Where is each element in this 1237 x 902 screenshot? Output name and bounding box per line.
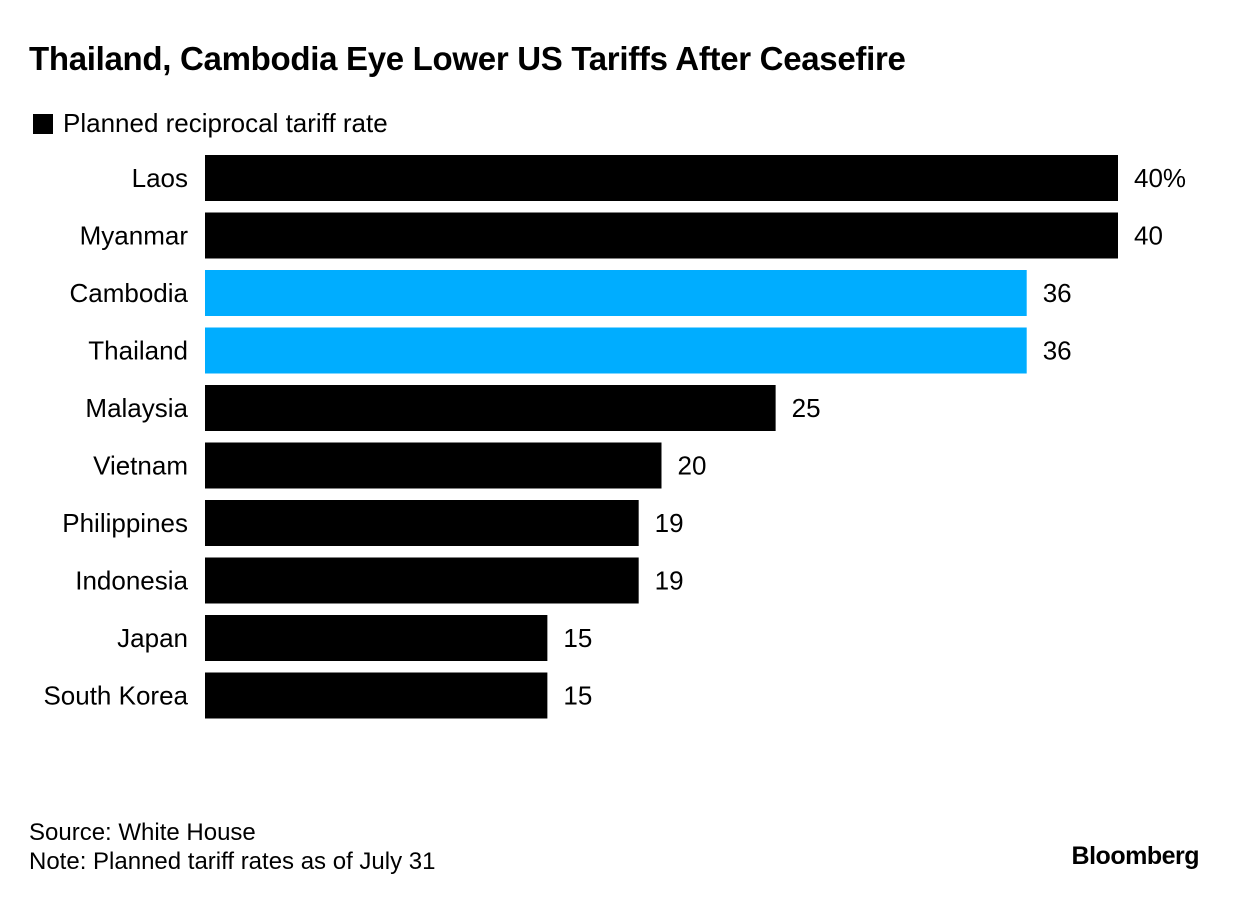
category-label: South Korea: [43, 681, 188, 711]
category-label: Vietnam: [93, 451, 188, 481]
value-label: 40: [1134, 221, 1163, 251]
value-label: 15: [563, 681, 592, 711]
value-label: 20: [678, 451, 707, 481]
bar-indonesia: [205, 557, 639, 604]
legend-swatch: [33, 113, 53, 134]
footnote: Note: Planned tariff rates as of July 31: [29, 848, 436, 875]
category-label: Cambodia: [69, 278, 188, 308]
bar-cambodia: [205, 270, 1027, 316]
bar-thailand: [205, 327, 1027, 374]
value-label: 36: [1043, 278, 1072, 308]
value-label: 36: [1043, 336, 1072, 366]
chart-title: Thailand, Cambodia Eye Lower US Tariffs …: [29, 40, 906, 77]
category-label: Myanmar: [80, 221, 189, 251]
bar-myanmar: [205, 212, 1118, 259]
bar-south-korea: [205, 672, 548, 719]
bar-philippines: [205, 500, 639, 546]
category-label: Japan: [117, 623, 188, 653]
bloomberg-logo: Bloomberg: [1071, 842, 1200, 870]
value-label: 19: [655, 566, 684, 596]
category-label: Laos: [132, 163, 188, 193]
source-note: Source: White House: [29, 819, 256, 846]
bar-vietnam: [205, 442, 662, 489]
category-label: Thailand: [88, 336, 188, 366]
value-label: 19: [655, 508, 684, 538]
bar-laos: [205, 155, 1118, 201]
legend: Planned reciprocal tariff rate: [33, 108, 388, 139]
category-label: Malaysia: [85, 393, 188, 423]
legend-label: Planned reciprocal tariff rate: [63, 108, 388, 138]
value-label: 40%: [1134, 163, 1186, 193]
bar-chart: Laos 40% Myanmar 40 Cambodia 36 Thailand 36 Mala…: [43, 155, 1186, 719]
value-label: 15: [563, 623, 592, 653]
bar-malaysia: [205, 385, 776, 431]
category-label: Philippines: [62, 508, 188, 538]
footer: Source: White House Note: Planned tariff…: [29, 818, 435, 876]
bar-japan: [205, 615, 548, 661]
value-label: 25: [792, 393, 821, 423]
category-label: Indonesia: [75, 566, 188, 596]
